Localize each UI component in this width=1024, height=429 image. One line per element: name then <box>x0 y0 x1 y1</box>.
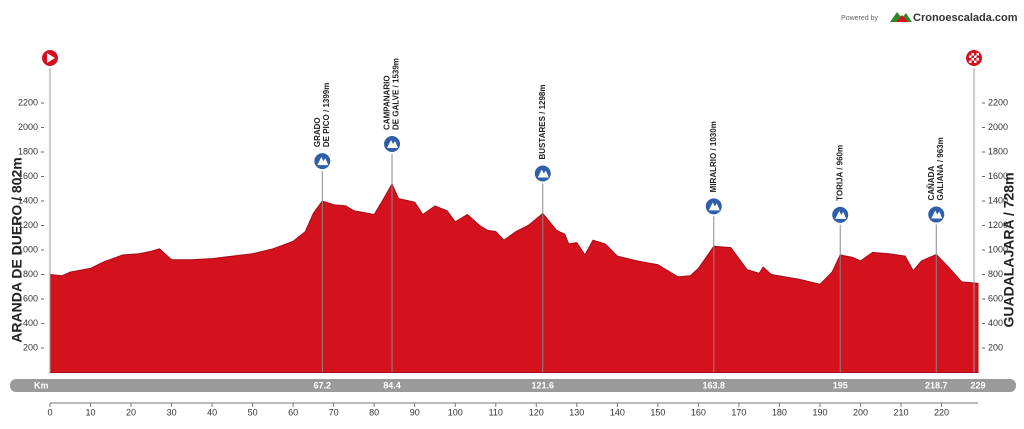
y-tick-label: 1200 <box>18 220 38 230</box>
climb-label: TORIJA / 960m <box>835 145 844 201</box>
finish-km: 229 <box>970 380 985 390</box>
y-tick-label: 1800 <box>18 146 38 156</box>
climb-label: BUSTARES / 1298m <box>538 84 547 159</box>
finish-icon <box>964 48 984 68</box>
climb-icon <box>537 169 549 178</box>
x-tick-label: 90 <box>410 407 420 417</box>
climb-label: CAÑADA <box>927 166 936 201</box>
x-tick-label: 40 <box>207 407 217 417</box>
climb-km: 218.7 <box>925 380 948 390</box>
y-tick-label: 1600 <box>18 171 38 181</box>
climb-km: 195 <box>833 380 848 390</box>
y-tick-label-right: 1800 <box>988 146 1008 156</box>
start-label: ARANDA DE DUERO / 802m <box>9 157 25 342</box>
start-icon <box>40 48 60 68</box>
y-tick-label-right: 800 <box>988 269 1003 279</box>
y-tick-label-right: 400 <box>988 318 1003 328</box>
y-tick-label: 2000 <box>18 122 38 132</box>
x-tick-label: 70 <box>329 407 339 417</box>
climb-label: CAMPANARIO <box>383 75 392 130</box>
y-tick-label-right: 2200 <box>988 97 1008 107</box>
climb-label: GRADO <box>313 117 322 147</box>
x-tick-label: 30 <box>167 407 177 417</box>
y-tick-label-right: 1000 <box>988 244 1008 254</box>
x-tick-label: 10 <box>86 407 96 417</box>
y-tick-label: 800 <box>23 269 38 279</box>
km-bar <box>10 379 1016 392</box>
x-tick-label: 190 <box>812 407 827 417</box>
x-tick-label: 0 <box>47 407 52 417</box>
x-tick-label: 20 <box>126 407 136 417</box>
climb-km: 84.4 <box>383 380 401 390</box>
y-tick-label-right: 200 <box>988 342 1003 352</box>
y-tick-label: 600 <box>23 293 38 303</box>
climb-label: DE PICO / 1399m <box>322 83 331 147</box>
climb-icon <box>708 202 720 211</box>
x-tick-label: 50 <box>248 407 258 417</box>
climb-icon <box>387 139 399 148</box>
finish-label: GUADALAJARA / 728m <box>1001 172 1017 327</box>
x-tick-label: 60 <box>288 407 298 417</box>
x-tick-label: 170 <box>731 407 746 417</box>
climb-icon <box>835 210 847 219</box>
climb-km: 67.2 <box>314 380 332 390</box>
climb-label: DE GALVE / 1539m <box>392 58 401 130</box>
x-tick-label: 80 <box>369 407 379 417</box>
x-tick-label: 130 <box>569 407 584 417</box>
x-tick-label: 100 <box>448 407 463 417</box>
y-tick-label: 1400 <box>18 195 38 205</box>
climb-km: 121.6 <box>532 380 555 390</box>
brand: Cronoescalada.com <box>913 12 1018 24</box>
climb-label: GALIANA / 963m <box>936 137 945 200</box>
climb-icon <box>931 210 943 219</box>
climb-icon <box>317 157 329 166</box>
x-tick-label: 220 <box>934 407 949 417</box>
y-tick-label: 2200 <box>18 97 38 107</box>
km-label: Km <box>34 380 49 390</box>
y-tick-label: 400 <box>23 318 38 328</box>
climb-km: 163.8 <box>703 380 726 390</box>
y-tick-label-right: 1400 <box>988 195 1008 205</box>
x-tick-label: 110 <box>489 407 503 417</box>
y-tick-label: 1000 <box>18 244 38 254</box>
x-tick-label: 120 <box>529 407 544 417</box>
y-tick-label: 200 <box>23 342 38 352</box>
x-tick-label: 210 <box>893 407 908 417</box>
logo-icon <box>896 15 908 22</box>
x-tick-label: 140 <box>610 407 625 417</box>
y-tick-label-right: 1600 <box>988 171 1008 181</box>
climb-label: MIRALRIO / 1030m <box>709 121 718 192</box>
powered-by: Powered by <box>841 15 878 22</box>
x-tick-label: 180 <box>772 407 787 417</box>
x-tick-label: 150 <box>650 407 665 417</box>
y-tick-label-right: 1200 <box>988 220 1008 230</box>
y-tick-label-right: 600 <box>988 293 1003 303</box>
x-tick-label: 160 <box>691 407 706 417</box>
x-tick-label: 200 <box>853 407 868 417</box>
y-tick-label-right: 2000 <box>988 122 1008 132</box>
